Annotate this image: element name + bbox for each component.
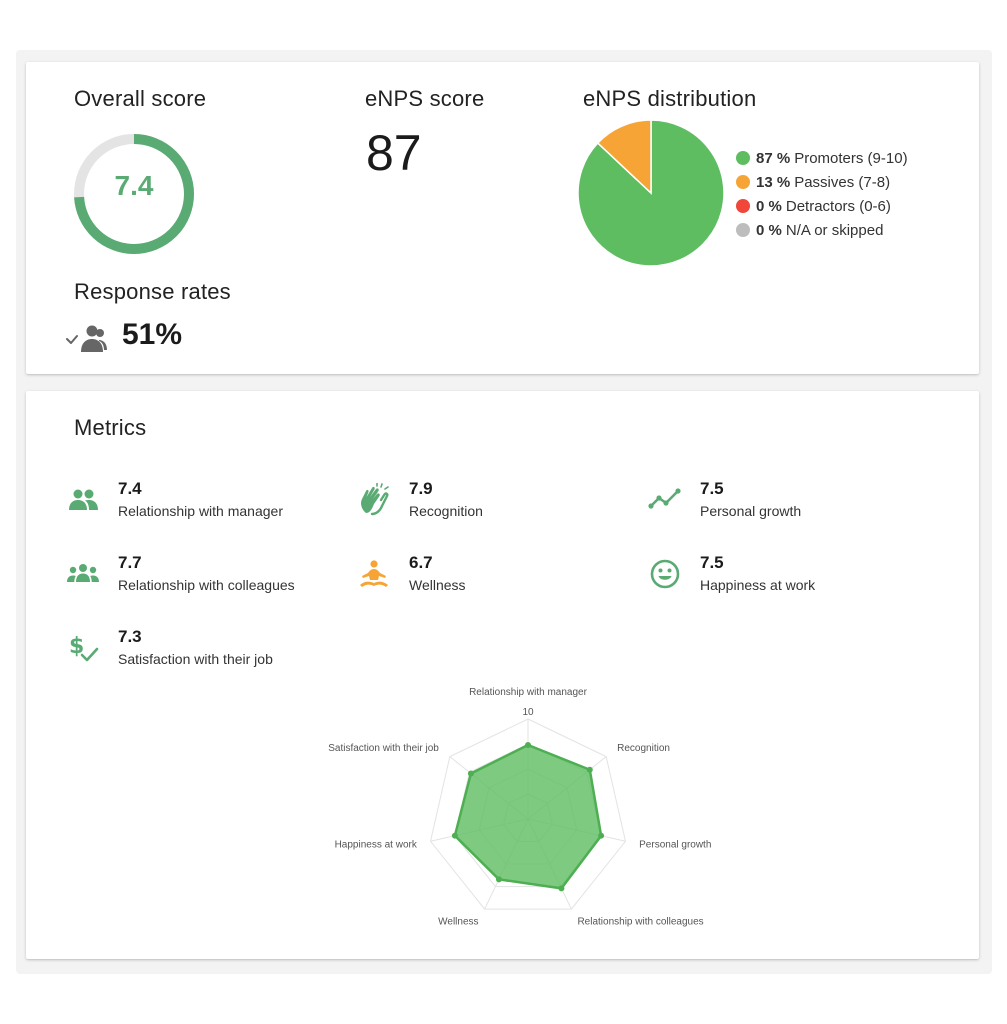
- metric-value: 7.3: [118, 627, 142, 646]
- dollar-check-icon: $: [69, 634, 99, 662]
- metric-wellness: 6.7 Wellness: [357, 553, 617, 603]
- metric-recognition: 7.9 Recognition: [357, 479, 617, 529]
- svg-text:$: $: [69, 634, 84, 659]
- radar-point-0: [525, 742, 531, 748]
- legend-dot: [736, 151, 750, 165]
- metric-value: 7.7: [118, 553, 142, 572]
- overall-score-gauge: [74, 134, 194, 254]
- two-people-icon: [69, 489, 98, 510]
- radar-point-3: [558, 885, 565, 892]
- metric-happiness: 7.5 Happiness at work: [648, 553, 908, 603]
- people-check-icon: [66, 325, 107, 352]
- radar-point-6: [467, 770, 474, 777]
- metric-label: Happiness at work: [700, 577, 816, 593]
- pie-slice-1: [596, 119, 652, 195]
- overall-score-title: Overall score: [74, 86, 207, 111]
- radar-axis-label-4: Wellness: [438, 917, 478, 928]
- group-icon: [67, 564, 99, 582]
- metric-label: Relationship with colleagues: [118, 577, 295, 593]
- metric-value: 7.5: [700, 479, 724, 498]
- radar-axis-label-0: Relationship with manager: [469, 687, 588, 698]
- metrics-title: Metrics: [74, 415, 147, 440]
- metric-value: 7.5: [700, 553, 724, 572]
- radar-axis-label-1: Recognition: [617, 743, 670, 754]
- metric-value: 7.4: [118, 479, 142, 498]
- enps-distribution-title: eNPS distribution: [583, 86, 757, 111]
- legend-item-na: 0 % N/A or skipped: [736, 218, 908, 242]
- metric-value: 7.9: [409, 479, 433, 498]
- legend-label: N/A or skipped: [785, 221, 884, 239]
- metric-personal-growth: 7.5 Personal growth: [648, 479, 908, 529]
- legend-item-promoters: 87 % Promoters (9-10): [736, 146, 908, 170]
- radar-max-tick: 10: [522, 707, 534, 718]
- legend-pct: 0 %: [756, 197, 782, 215]
- legend-dot: [736, 223, 750, 237]
- enps-score-value: 87: [366, 125, 422, 181]
- smiley-icon: [650, 559, 680, 589]
- radar-axis-label-3: Relationship with colleagues: [577, 917, 703, 928]
- legend-dot: [736, 199, 750, 213]
- metric-relationship-colleagues: 7.7 Relationship with colleagues: [66, 553, 326, 603]
- metric-label: Personal growth: [700, 503, 802, 519]
- trend-line-icon: [648, 488, 681, 509]
- metric-label: Wellness: [409, 577, 466, 593]
- response-rate-value: 51%: [122, 318, 183, 351]
- radar-axis-label-6: Satisfaction with their job: [328, 743, 439, 754]
- radar-point-2: [598, 832, 605, 839]
- legend-item-detractors: 0 % Detractors (0-6): [736, 194, 908, 218]
- radar-point-1: [586, 766, 593, 773]
- legend-label: Detractors (0-6): [785, 197, 891, 215]
- legend-dot: [736, 175, 750, 189]
- radar-series-area: [453, 743, 603, 890]
- legend-pct: 13 %: [756, 173, 791, 191]
- legend-label: Promoters (9-10): [794, 149, 908, 167]
- summary-card: Overall score 7.4 eNPS score 87 eNPS dis…: [26, 62, 979, 374]
- legend-label: Passives (7-8): [794, 173, 891, 191]
- metric-relationship-manager: 7.4 Relationship with manager: [66, 479, 326, 529]
- gauge-fill: [74, 134, 194, 254]
- metric-label: Relationship with manager: [118, 503, 283, 519]
- legend-pct: 0 %: [756, 221, 782, 239]
- radar-point-4: [495, 876, 502, 883]
- radar-point-5: [451, 832, 458, 839]
- metric-job-satisfaction: $ 7.3 Satisfaction with their job: [66, 627, 326, 677]
- metrics-radar-chart: 10 Relationship with manager Recognition Pe…: [328, 687, 711, 928]
- clapping-hands-icon: [361, 483, 389, 516]
- metrics-card: Metrics 7.4 Relationship with manager 7.…: [26, 391, 979, 959]
- response-rates-title: Response rates: [74, 279, 231, 304]
- overall-score-value: 7.4: [114, 170, 154, 201]
- enps-score-title: eNPS score: [365, 86, 485, 111]
- radar-axis-label-5: Happiness at work: [335, 839, 418, 850]
- legend-pct: 87 %: [756, 149, 791, 167]
- radar-grid-ring-3: [429, 718, 627, 910]
- radar-axis-label-2: Personal growth: [639, 839, 711, 850]
- legend-item-passives: 13 % Passives (7-8): [736, 170, 908, 194]
- metric-value: 6.7: [409, 553, 433, 572]
- enps-distribution-pie: [577, 119, 725, 267]
- metric-label: Recognition: [409, 503, 483, 519]
- enps-legend: 87 % Promoters (9-10) 13 % Passives (7-8…: [736, 146, 908, 242]
- meditation-icon: [360, 560, 388, 587]
- metric-label: Satisfaction with their job: [118, 651, 273, 667]
